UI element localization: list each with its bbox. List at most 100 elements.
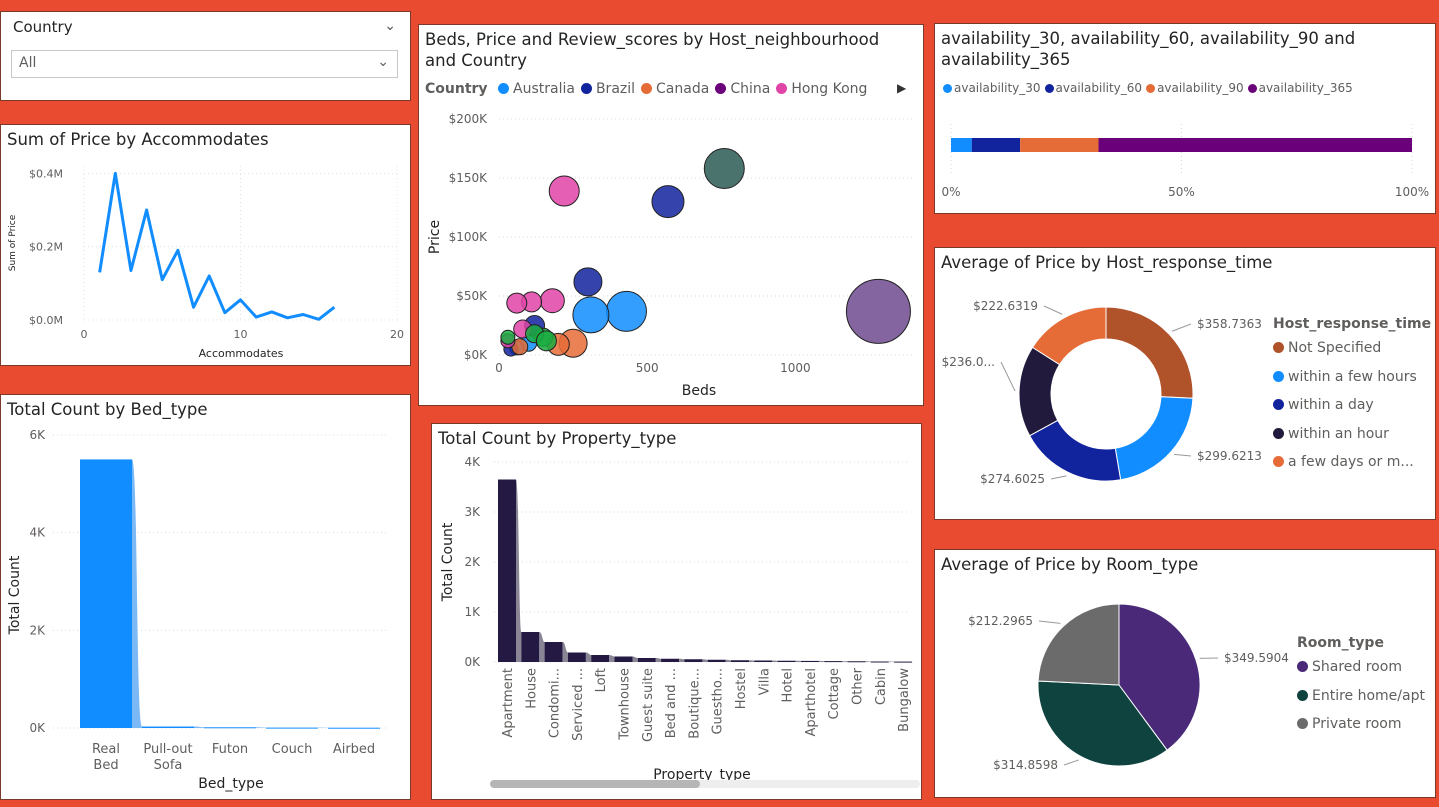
slicer-label: Country [13,18,73,36]
legend-item[interactable]: a few days or m... [1273,454,1414,470]
legend-item[interactable]: Australia [498,81,575,97]
legend-dot-icon [1273,342,1284,353]
pie-legend-title: Room_type [1297,635,1384,651]
legend-item[interactable]: Private room [1297,716,1401,732]
category-label: Airbed [333,742,375,757]
bar [661,658,680,662]
legend-dot-icon [498,83,510,94]
scatter-point [845,278,911,344]
category-label: Sofa [154,758,183,773]
category-label: Boutique... [687,668,702,739]
legend-item[interactable]: within a day [1273,397,1374,413]
legend-item[interactable]: availability_365 [1247,81,1353,95]
legend-dot-icon [1247,84,1257,93]
donut-slice [1105,306,1194,399]
legend-item[interactable]: within an hour [1273,426,1389,442]
legend-item[interactable]: Brazil [580,81,636,97]
pie-slice [1037,603,1120,686]
donut-slice [1031,306,1107,366]
legend-item[interactable]: availability_30 [943,81,1041,95]
legend-item[interactable]: availability_90 [1146,81,1244,95]
leader-line [1174,453,1192,457]
legend-item[interactable]: China [715,81,770,97]
bar [824,661,843,663]
property-chart[interactable]: 4K 3K 2K 1K 0K Apartment House Condomi... Servic… [432,424,922,800]
x-axis-label: Accommodates [199,347,284,360]
x-tick-label: 0% [941,185,960,199]
data-label: $358.7363 [1197,317,1262,331]
y-tick-label: $200K [449,112,489,126]
category-label: Bed and ... [664,668,679,738]
country-slicer: Country ⌄ All ⌄ [0,11,411,101]
bar [498,479,516,662]
chevron-down-icon[interactable]: ⌄ [384,18,396,34]
legend-label: a few days or m... [1288,454,1414,470]
bar-ribbon [256,727,266,728]
legend-label: Australia [513,81,575,97]
scatter-point [651,185,685,219]
legend-item[interactable]: Hong Kong [776,81,867,97]
legend-dot-icon [715,83,727,94]
x-tick-label: 100% [1395,185,1429,199]
x-axis-label: Bed_type [198,776,263,792]
x-axis-label: Property_type [653,767,751,783]
bar-ribbon [865,661,871,662]
bar-ribbon [585,652,592,662]
category-label: Condomi... [548,668,563,738]
x-axis-label: Beds [682,383,716,399]
legend-item[interactable]: Entire home/apt [1297,688,1425,704]
category-label: Apartment [501,668,516,738]
bar-ribbon [818,660,825,662]
bar-ribbon [562,642,568,662]
scatter-chart-card: Beds, Price and Review_scores by Host_ne… [418,24,924,406]
scroll-track[interactable] [490,780,920,788]
category-label: Cottage [827,668,842,719]
donut-chart[interactable]: $358.7363 $299.6213 $274.6025 $236.0... $222… [935,248,1436,520]
legend-item[interactable]: Canada [641,81,709,97]
dropdown-chevron-icon[interactable]: ⌄ [377,54,389,70]
legend-label: Private room [1312,716,1402,732]
availability-chart-title: availability_30, availability_60, availa… [941,29,1356,69]
data-label: $222.6319 [973,299,1038,313]
horizontal-scrollbar[interactable] [490,780,700,788]
availability-chart[interactable]: 0% 50% 100% [935,24,1436,214]
scatter-point [506,292,528,314]
legend-label: Brazil [595,81,636,97]
x-tick-label: 0 [495,361,503,375]
legend-dot-icon [1297,661,1308,672]
pie-chart[interactable]: $349.5904 $314.8598 $212.2965 [935,550,1436,798]
y-tick-label: $150K [449,171,489,185]
y-tick-label: 0K [464,655,481,669]
slicer-dropdown[interactable]: All ⌄ [11,50,398,78]
legend-label: Shared room [1312,659,1402,675]
bar-ribbon [772,660,778,662]
y-axis-label: Total Count [440,522,456,602]
bed-chart-title: Total Count by Bed_type [7,400,208,419]
y-tick-label: $0.2M [29,241,63,254]
data-label: $349.5904 [1224,651,1289,665]
x-tick-label: 10 [234,328,248,341]
series-line [98,171,336,321]
y-tick-label: 4K [464,455,481,469]
legend-item[interactable]: within a few hours [1273,369,1417,385]
scatter-point [539,288,565,314]
legend-item[interactable]: Not Specified [1273,340,1381,356]
legend-next-icon[interactable]: ▶ [897,81,907,95]
stacked-segment [951,138,972,152]
line-chart-card: Sum of Price by Accommodates $0.4M $0.2M $… [0,124,411,366]
y-tick-label: 4K [29,526,46,540]
category-label: Other [851,667,866,705]
legend-label: Not Specified [1288,340,1382,356]
bar [544,642,563,662]
legend-item[interactable]: availability_60 [1044,81,1142,95]
legend-item[interactable]: Shared room [1297,659,1402,675]
data-label: $299.6213 [1197,449,1262,463]
bar-ribbon [749,660,755,662]
category-label: Guest suite [641,668,656,742]
scatter-chart[interactable]: $200K $150K $100K $50K $0K 0 500 1000 Beds Price [419,25,924,406]
bar [847,661,866,663]
donut-chart-card: Average of Price by Host_response_time H… [934,247,1436,520]
category-label: Hostel [734,668,749,709]
